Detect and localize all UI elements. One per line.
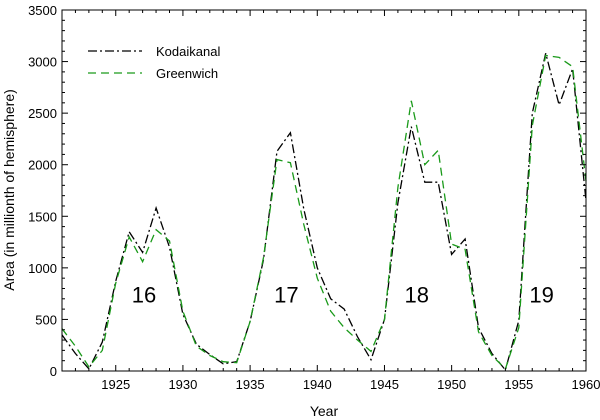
y-tick-label: 1500 xyxy=(28,209,57,224)
cycle-label: 18 xyxy=(404,282,428,307)
x-tick-label: 1945 xyxy=(370,377,399,392)
series-line-greenwich xyxy=(61,54,587,371)
y-tick-label: 1000 xyxy=(28,261,57,276)
axis-ticks: 1925 1930 1935 1940 1945 1950 1955 1960 0 500 1000… xyxy=(28,3,600,392)
x-tick-label: 1930 xyxy=(168,377,197,392)
series-lines xyxy=(61,53,587,372)
legend-label-kodaikanal: Kodaikanal xyxy=(156,44,220,59)
x-tick-label: 1960 xyxy=(572,377,600,392)
x-tick-label: 1950 xyxy=(437,377,466,392)
legend: Kodaikanal Greenwich xyxy=(88,44,220,81)
y-tick-label: 2000 xyxy=(28,158,57,173)
series-line-kodaikanal xyxy=(61,53,587,372)
x-tick-label: 1935 xyxy=(236,377,265,392)
x-tick-label: 1955 xyxy=(504,377,533,392)
y-tick-label: 0 xyxy=(50,364,57,379)
y-tick-label: 3000 xyxy=(28,55,57,70)
y-tick-label: 2500 xyxy=(28,106,57,121)
cycle-label: 17 xyxy=(274,282,298,307)
y-axis-title: Area (in millionth of hemisphere) xyxy=(1,89,17,291)
x-tick-label: 1925 xyxy=(101,377,130,392)
y-tick-label: 3500 xyxy=(28,3,57,18)
x-tick-label: 1940 xyxy=(303,377,332,392)
x-axis-title: Year xyxy=(310,403,339,419)
cycle-label: 19 xyxy=(529,282,553,307)
cycle-label: 16 xyxy=(132,282,156,307)
cycle-annotations: 16 17 18 19 xyxy=(132,282,554,307)
plot-frame xyxy=(61,9,587,372)
legend-label-greenwich: Greenwich xyxy=(156,66,218,81)
y-tick-label: 500 xyxy=(35,312,57,327)
